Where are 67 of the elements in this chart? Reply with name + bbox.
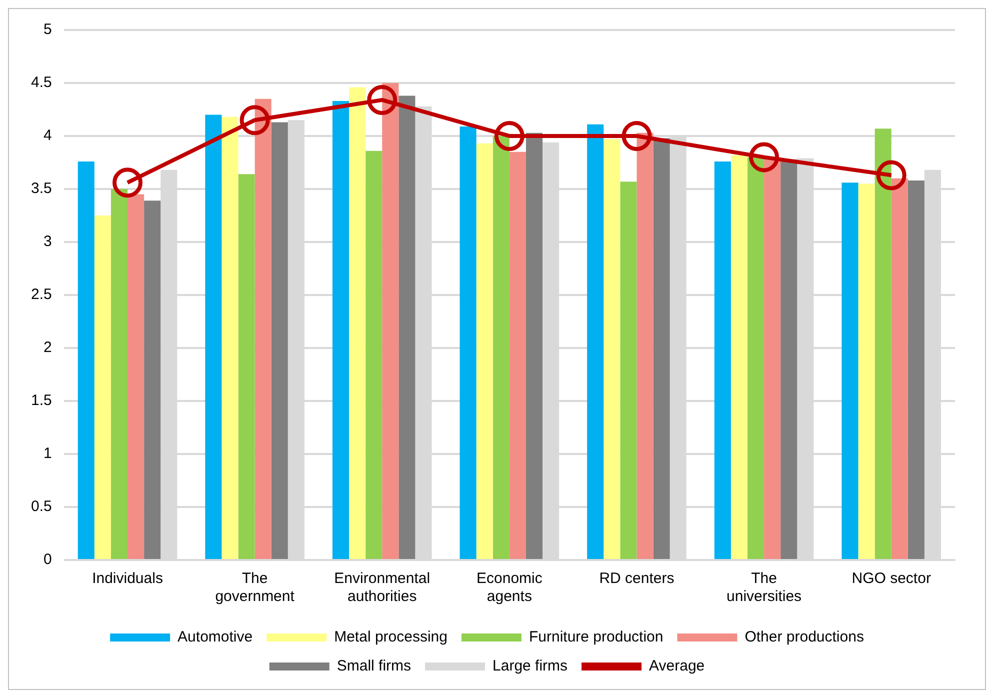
bar (254, 98, 272, 559)
legend-label: Automotive (178, 628, 253, 646)
x-tick-label: The universities (726, 570, 802, 606)
bar (526, 132, 543, 559)
bar (764, 157, 781, 559)
bar (730, 155, 748, 559)
bar (858, 184, 875, 559)
bar (349, 87, 366, 559)
bar (144, 200, 161, 559)
legend-label: Metal processing (334, 628, 448, 646)
bar (205, 114, 222, 559)
bar (492, 136, 510, 559)
y-tick-label: 3.5 (30, 180, 52, 198)
bar (908, 180, 924, 559)
legend-label: Large firms (492, 658, 568, 675)
bar (238, 174, 255, 559)
bar (842, 182, 858, 559)
bar (636, 132, 654, 559)
x-tick-label: Individuals (92, 570, 163, 588)
bar (366, 150, 382, 559)
x-tick-label: RD centers (599, 570, 674, 588)
y-tick-label: 2 (44, 339, 52, 356)
bar (891, 178, 908, 559)
point (622, 121, 652, 151)
bar (271, 122, 288, 559)
y-tick-label: 2.5 (30, 286, 52, 304)
bar (620, 182, 637, 559)
bar (382, 83, 399, 559)
bar (604, 139, 620, 559)
bar (587, 124, 604, 559)
x-tick-label: The government (215, 570, 296, 606)
x-tick-label: Environmental authorities (334, 570, 430, 606)
point (112, 168, 143, 198)
y-tick-label: 1 (44, 445, 52, 462)
y-tick-label: 0 (44, 551, 52, 568)
legend-label: Furniture production (528, 628, 664, 646)
bar (110, 189, 128, 559)
legend-label: Other productions (744, 628, 864, 646)
y-tick-label: 1.5 (30, 392, 52, 410)
bar (874, 128, 892, 559)
legend-label: Small firms (336, 658, 412, 675)
bar (714, 161, 731, 559)
y-tick-label: 4.5 (30, 74, 52, 92)
bar (653, 138, 670, 559)
legend-label: Average (649, 658, 705, 675)
point (876, 160, 906, 190)
point (240, 105, 270, 136)
bar (332, 101, 350, 559)
bar (747, 157, 764, 559)
y-tick-label: 3 (44, 233, 52, 250)
bar (476, 143, 493, 559)
bar (460, 126, 476, 559)
bar (222, 116, 238, 559)
point (367, 84, 398, 115)
bar (78, 161, 94, 559)
bar (780, 159, 798, 559)
bar (128, 194, 144, 559)
y-tick-label: 0.5 (30, 498, 52, 516)
y-tick-label: 4 (44, 127, 52, 144)
bar (398, 96, 416, 559)
point (494, 121, 524, 151)
x-tick-label: NGO sector (852, 570, 931, 588)
y-tick-label: 5 (44, 21, 52, 38)
bar (509, 152, 526, 559)
x-tick-label: Economic agents (476, 570, 543, 606)
bar (94, 216, 111, 559)
point (749, 142, 780, 172)
